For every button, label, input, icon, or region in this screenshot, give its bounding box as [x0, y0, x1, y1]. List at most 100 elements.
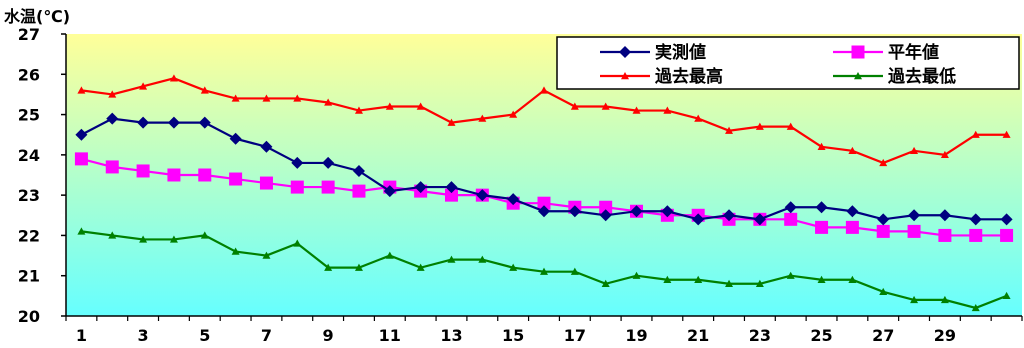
data-point	[167, 168, 181, 182]
y-tick-label: 26	[18, 65, 40, 84]
data-point	[694, 114, 703, 122]
data-point	[293, 239, 302, 247]
data-point	[476, 189, 489, 202]
data-point	[694, 275, 703, 283]
data-point	[540, 267, 548, 275]
x-tick-label: 29	[934, 326, 956, 345]
x-tick-label: 27	[872, 326, 894, 345]
y-tick-label: 24	[18, 146, 40, 165]
data-point	[940, 295, 949, 304]
data-point	[136, 164, 150, 178]
data-point	[200, 86, 209, 94]
data-point	[478, 114, 487, 122]
data-point	[599, 209, 612, 222]
data-point	[725, 279, 734, 287]
data-point	[291, 156, 304, 169]
series-layer	[74, 74, 1014, 312]
data-point	[663, 106, 672, 114]
data-point	[537, 196, 551, 210]
series-4	[77, 227, 1011, 312]
data-point	[938, 228, 952, 242]
y-tick-label: 21	[18, 267, 40, 286]
data-point	[77, 86, 86, 94]
data-point	[231, 94, 240, 102]
data-point	[786, 122, 795, 130]
data-point	[74, 152, 88, 166]
data-point	[907, 224, 921, 238]
data-point	[262, 94, 271, 102]
data-point	[846, 205, 859, 218]
data-point	[139, 235, 148, 243]
data-point	[568, 205, 581, 218]
x-tick-label: 17	[564, 326, 586, 345]
data-point	[1002, 130, 1011, 138]
data-point	[1000, 228, 1014, 242]
data-point	[385, 102, 394, 110]
data-point	[444, 188, 458, 202]
data-point	[259, 176, 273, 190]
data-point	[445, 181, 458, 194]
data-point	[105, 160, 119, 174]
data-point	[509, 263, 518, 271]
data-point	[971, 130, 980, 138]
data-point	[877, 213, 890, 226]
data-point	[260, 140, 273, 153]
data-point	[198, 116, 211, 129]
data-point	[879, 287, 888, 296]
data-point	[971, 303, 980, 312]
y-axis-label: 水温(℃)	[4, 7, 70, 26]
data-point	[848, 275, 857, 283]
data-point	[262, 251, 271, 259]
data-point	[784, 212, 798, 226]
data-point	[755, 122, 764, 130]
data-point	[507, 193, 520, 206]
data-point	[663, 275, 672, 283]
data-point	[1002, 291, 1011, 300]
data-point	[352, 184, 366, 198]
legend-label: 過去最低	[888, 66, 956, 87]
x-tick-label: 9	[323, 326, 334, 345]
data-point	[817, 275, 826, 283]
data-point	[786, 271, 795, 279]
data-point	[879, 158, 888, 167]
series-3	[77, 74, 1011, 167]
data-point	[106, 112, 119, 125]
data-point	[416, 263, 425, 271]
legend-swatch-marker	[621, 72, 629, 80]
y-tick-label: 25	[18, 106, 40, 125]
data-point	[290, 180, 304, 194]
y-tick-label: 22	[18, 226, 40, 245]
series-1	[75, 112, 1013, 226]
data-point	[692, 213, 705, 226]
data-point	[1000, 213, 1013, 226]
data-point	[570, 102, 579, 110]
data-point	[169, 235, 178, 243]
legend-box	[556, 36, 1020, 90]
data-point	[817, 142, 826, 150]
data-point	[848, 146, 857, 155]
data-point	[938, 209, 951, 222]
data-point	[632, 271, 641, 279]
y-tick-label: 20	[18, 307, 40, 326]
data-point	[385, 251, 394, 259]
data-point	[478, 255, 487, 263]
x-tick-label: 19	[625, 326, 647, 345]
data-point	[538, 205, 550, 218]
data-point	[77, 227, 86, 235]
x-tick-label: 5	[199, 326, 210, 345]
data-point	[354, 106, 363, 114]
data-point	[755, 279, 764, 287]
data-point	[75, 128, 88, 141]
x-tick-label: 23	[749, 326, 771, 345]
data-point	[908, 209, 921, 222]
data-point	[354, 263, 363, 271]
legend-label: 実測値	[655, 42, 706, 63]
data-point	[383, 185, 396, 198]
data-point	[815, 220, 829, 234]
data-point	[570, 267, 579, 275]
x-tick-label: 3	[138, 326, 149, 345]
data-point	[169, 74, 178, 82]
data-point	[753, 213, 766, 226]
legend-item: 平年値	[833, 42, 939, 63]
